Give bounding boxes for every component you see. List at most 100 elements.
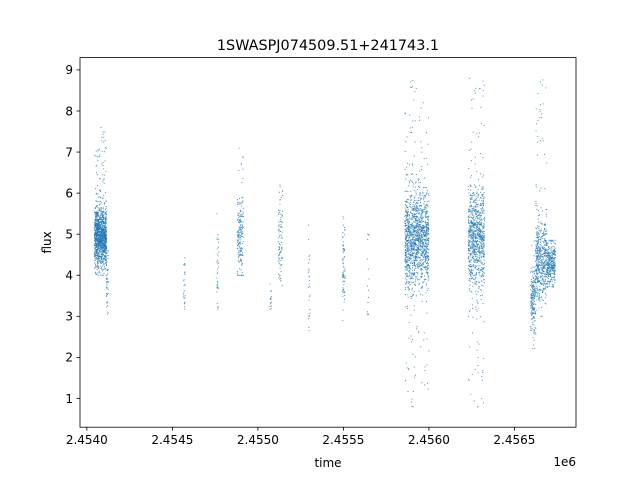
data-point bbox=[413, 224, 415, 226]
data-point bbox=[105, 222, 107, 224]
data-point bbox=[415, 230, 417, 232]
data-point bbox=[479, 230, 481, 232]
data-point bbox=[411, 173, 413, 175]
data-point bbox=[421, 272, 423, 274]
data-point bbox=[101, 261, 103, 263]
data-point bbox=[424, 278, 426, 280]
data-point bbox=[407, 242, 409, 244]
data-point bbox=[474, 250, 476, 252]
data-point bbox=[425, 249, 427, 251]
data-point bbox=[342, 232, 344, 234]
data-point bbox=[531, 295, 533, 297]
data-point bbox=[552, 252, 554, 254]
data-point bbox=[483, 224, 485, 226]
data-point bbox=[479, 234, 481, 236]
data-point bbox=[104, 229, 106, 231]
data-point bbox=[422, 192, 424, 194]
data-point bbox=[405, 278, 407, 280]
data-point bbox=[554, 254, 556, 256]
data-point bbox=[278, 259, 280, 261]
data-point bbox=[95, 274, 97, 276]
data-point bbox=[94, 228, 96, 230]
data-point bbox=[100, 249, 102, 251]
data-point bbox=[425, 217, 427, 219]
data-point bbox=[551, 265, 553, 267]
data-point bbox=[424, 222, 426, 224]
data-point bbox=[422, 228, 424, 230]
data-point bbox=[543, 270, 545, 272]
data-point bbox=[413, 246, 415, 248]
data-point bbox=[367, 233, 369, 235]
data-point bbox=[344, 292, 346, 294]
data-point bbox=[468, 279, 470, 281]
data-point bbox=[421, 210, 423, 212]
data-point bbox=[472, 282, 474, 284]
data-point bbox=[553, 259, 555, 261]
data-point bbox=[183, 297, 185, 299]
data-point bbox=[237, 235, 238, 237]
data-point bbox=[96, 257, 98, 259]
data-point bbox=[421, 286, 423, 288]
data-point bbox=[425, 187, 427, 189]
data-point bbox=[552, 265, 554, 267]
data-point bbox=[239, 240, 241, 242]
data-point bbox=[419, 243, 421, 245]
data-point bbox=[545, 87, 547, 89]
data-point bbox=[422, 294, 424, 296]
data-point bbox=[546, 261, 548, 263]
data-point bbox=[422, 230, 424, 232]
data-point bbox=[426, 255, 428, 256]
data-point bbox=[534, 269, 536, 271]
data-point bbox=[482, 238, 484, 240]
data-point bbox=[102, 229, 104, 231]
data-point bbox=[409, 262, 411, 264]
data-point bbox=[99, 204, 101, 206]
data-point bbox=[427, 239, 429, 241]
data-point bbox=[420, 224, 422, 226]
data-point bbox=[546, 281, 548, 283]
data-point bbox=[408, 257, 410, 259]
data-point bbox=[552, 267, 554, 269]
data-point bbox=[216, 287, 218, 289]
data-point bbox=[101, 238, 103, 240]
data-point bbox=[409, 258, 411, 260]
data-point bbox=[532, 348, 534, 350]
data-point bbox=[415, 205, 417, 207]
data-point bbox=[482, 253, 484, 255]
data-point bbox=[415, 220, 417, 222]
data-point bbox=[96, 221, 98, 223]
data-point bbox=[405, 224, 407, 226]
data-point bbox=[551, 280, 553, 282]
data-point bbox=[413, 261, 415, 263]
data-point bbox=[417, 255, 419, 257]
data-point bbox=[96, 255, 98, 257]
data-point bbox=[407, 256, 409, 258]
data-point bbox=[410, 335, 412, 337]
data-point bbox=[423, 203, 425, 205]
data-point bbox=[425, 212, 427, 214]
data-point bbox=[467, 268, 469, 270]
data-point bbox=[411, 173, 413, 175]
data-point bbox=[476, 227, 478, 229]
data-point bbox=[550, 275, 552, 277]
data-point bbox=[468, 289, 470, 291]
data-point bbox=[103, 203, 105, 205]
data-point bbox=[421, 230, 423, 232]
data-point bbox=[413, 209, 415, 211]
data-point bbox=[409, 114, 411, 116]
data-point bbox=[473, 256, 475, 258]
data-point bbox=[308, 330, 310, 332]
data-point bbox=[473, 195, 475, 197]
data-point bbox=[428, 278, 430, 280]
data-point bbox=[478, 245, 480, 247]
data-point bbox=[544, 228, 546, 230]
data-point bbox=[406, 264, 408, 266]
data-point bbox=[96, 224, 98, 226]
data-point bbox=[536, 243, 538, 245]
data-point bbox=[424, 253, 426, 255]
data-point bbox=[105, 214, 107, 216]
data-point bbox=[217, 306, 219, 308]
data-point bbox=[546, 262, 548, 264]
data-point bbox=[543, 234, 545, 236]
data-point bbox=[217, 234, 219, 236]
